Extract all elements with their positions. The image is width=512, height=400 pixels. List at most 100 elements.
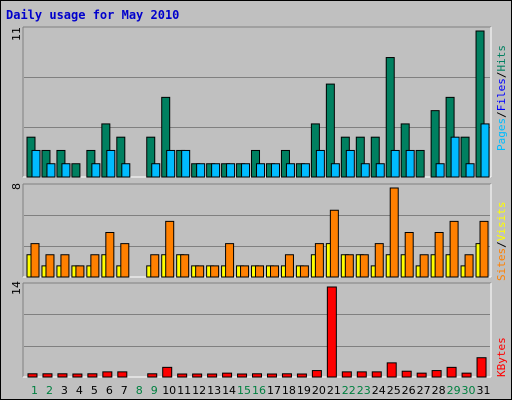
sites-bar	[150, 254, 160, 278]
day-label: 30	[462, 384, 476, 397]
kbytes-axis-max: 14	[10, 281, 23, 295]
day-label: 20	[312, 384, 326, 397]
sites-bar	[60, 254, 70, 278]
legend-panel-3: KBytes	[495, 337, 508, 377]
day-label: 29	[447, 384, 461, 397]
day-label: 17	[267, 384, 281, 397]
sites-bar	[404, 232, 414, 278]
day-label: 8	[136, 384, 143, 397]
day-label: 26	[402, 384, 416, 397]
sites-bar	[255, 265, 265, 278]
sites-bar	[329, 209, 339, 278]
day-label: 9	[151, 384, 158, 397]
pages-bar	[375, 163, 385, 178]
sites-bar	[389, 187, 399, 278]
kbytes-bar	[222, 372, 233, 378]
pages-bar	[121, 163, 131, 178]
day-label: 12	[192, 384, 206, 397]
day-label: 24	[372, 384, 386, 397]
kbytes-bar	[237, 373, 248, 378]
kbytes-bar	[371, 371, 382, 378]
pages-bar	[181, 149, 191, 178]
sites-bar	[30, 243, 40, 278]
hits-bar	[415, 149, 425, 178]
sites-bar	[45, 254, 55, 278]
pages-bar	[480, 123, 490, 178]
legend-visits: Visits	[495, 201, 508, 242]
pages-bar	[360, 163, 370, 178]
sites-bar	[180, 254, 190, 278]
kbytes-bar	[42, 373, 53, 378]
kbytes-bar	[117, 371, 128, 378]
legend-panel-2: Sites/Visits	[495, 202, 508, 282]
day-label: 10	[162, 384, 176, 397]
legend-separator: /	[495, 71, 508, 79]
sites-bar	[479, 220, 489, 278]
sites-bar	[225, 243, 235, 278]
kbytes-bar	[311, 370, 322, 378]
kbytes-bar	[401, 370, 412, 378]
kbytes-bar	[446, 366, 457, 378]
kbytes-bar	[266, 373, 277, 378]
day-label: 16	[252, 384, 266, 397]
kbytes-bar	[416, 372, 427, 378]
day-label: 7	[121, 384, 128, 397]
day-label: 5	[91, 384, 98, 397]
pages-bar	[330, 163, 340, 178]
sites-bar	[105, 232, 115, 278]
sites-bar	[419, 254, 429, 278]
hits-bar	[325, 83, 335, 178]
kbytes-bar	[87, 373, 98, 378]
day-label: 13	[207, 384, 221, 397]
kbytes-bar	[386, 362, 397, 378]
day-label: 23	[357, 384, 371, 397]
sites-bar	[240, 265, 250, 278]
sites-bar	[359, 254, 369, 278]
pages-bar	[300, 163, 310, 178]
pages-bar	[390, 149, 400, 178]
day-label: 18	[282, 384, 296, 397]
sites-bar	[434, 232, 444, 278]
pages-bar	[166, 149, 176, 178]
day-label: 15	[237, 384, 251, 397]
hits-bar	[370, 136, 380, 178]
kbytes-bar	[461, 372, 472, 378]
sites-bar	[374, 243, 384, 278]
pages-bar	[46, 163, 56, 178]
day-label: 21	[327, 384, 341, 397]
legend-panel-1: Pages/Files/Hits	[495, 45, 508, 151]
kbytes-bar	[72, 373, 83, 378]
pages-bar	[91, 163, 101, 178]
legend-separator: /	[495, 241, 508, 248]
hits-bar	[71, 163, 81, 178]
kbytes-bar	[356, 371, 367, 378]
pages-bar	[285, 163, 295, 178]
sites-bar	[120, 243, 130, 278]
hits-bar	[355, 136, 365, 178]
pages-bar	[61, 163, 71, 178]
day-label: 28	[432, 384, 446, 397]
kbytes-bar	[207, 373, 218, 378]
kbytes-bar	[281, 373, 292, 378]
legend-hits: Hits	[495, 45, 508, 72]
pages-bar	[151, 163, 161, 178]
pages-bar	[211, 163, 221, 178]
kbytes-bar	[162, 366, 173, 378]
day-label: 22	[342, 384, 356, 397]
legend-pages: Pages	[495, 117, 508, 151]
pages-bar	[345, 149, 355, 178]
pages-bar	[270, 163, 280, 178]
hits-bar	[385, 57, 395, 178]
legend-separator: /	[495, 111, 508, 118]
kbytes-bar	[177, 373, 188, 378]
day-label: 27	[417, 384, 431, 397]
pages-bar	[315, 149, 325, 178]
chart-title: Daily usage for May 2010	[6, 8, 180, 22]
sites-bar	[449, 220, 459, 278]
day-label: 6	[106, 384, 113, 397]
day-label: 19	[297, 384, 311, 397]
kbytes-bar	[341, 371, 352, 378]
legend-kbytes: KBytes	[495, 337, 508, 377]
hits-bar	[116, 136, 126, 178]
